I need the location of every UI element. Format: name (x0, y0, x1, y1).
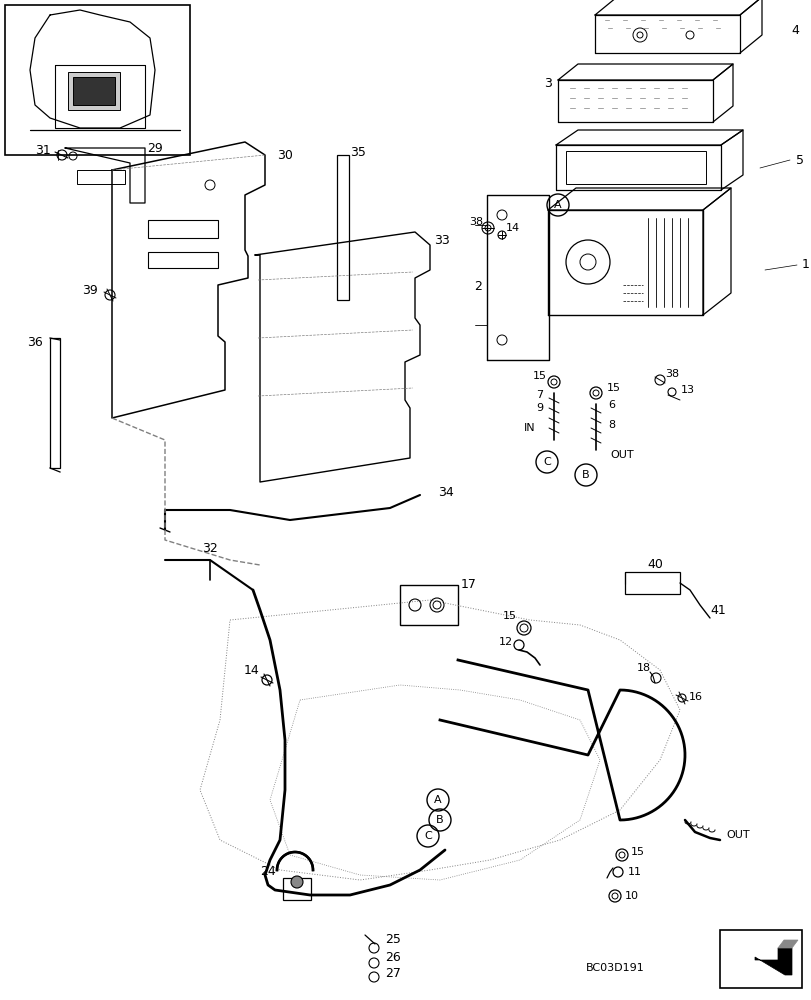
Text: 30: 30 (277, 149, 293, 162)
Bar (400, 585, 457, 625)
Text: 40: 40 (646, 558, 662, 570)
Text: 15: 15 (607, 383, 620, 393)
Text: IN: IN (524, 423, 535, 433)
Text: 38: 38 (469, 217, 483, 227)
Text: BC03D191: BC03D191 (585, 963, 644, 973)
Text: 9: 9 (536, 403, 543, 413)
Text: OUT: OUT (609, 450, 633, 460)
Text: 7: 7 (536, 390, 543, 400)
Bar (148, 252, 217, 268)
Bar (5, 5, 190, 155)
Circle shape (290, 876, 303, 888)
Text: 10: 10 (624, 891, 638, 901)
Text: OUT: OUT (725, 830, 749, 840)
Text: 3: 3 (543, 77, 551, 90)
Text: B: B (581, 470, 589, 480)
Text: 15: 15 (532, 371, 547, 381)
Text: 14: 14 (505, 223, 519, 233)
Bar (624, 572, 679, 594)
Text: 17: 17 (461, 578, 476, 591)
Bar (50, 338, 60, 468)
Text: 24: 24 (260, 865, 276, 878)
Text: 8: 8 (607, 420, 615, 430)
Bar (283, 878, 311, 900)
Text: 4: 4 (790, 24, 798, 37)
Text: B: B (436, 815, 444, 825)
Text: A: A (553, 200, 561, 210)
Text: 12: 12 (498, 637, 513, 647)
Text: 26: 26 (384, 951, 401, 964)
Text: 34: 34 (438, 487, 453, 499)
Text: 31: 31 (35, 144, 51, 157)
Text: 27: 27 (384, 967, 401, 980)
Text: 5: 5 (795, 154, 803, 167)
Polygon shape (754, 948, 791, 975)
Bar (565, 151, 705, 184)
Text: 38: 38 (664, 369, 678, 379)
Text: 29: 29 (147, 142, 163, 155)
Text: 1: 1 (801, 258, 809, 271)
Text: C: C (543, 457, 550, 467)
Text: 33: 33 (434, 233, 449, 246)
Text: 32: 32 (202, 542, 217, 554)
Text: 39: 39 (82, 284, 98, 296)
Text: 16: 16 (689, 692, 702, 702)
Text: 41: 41 (710, 603, 725, 616)
Text: 13: 13 (680, 385, 694, 395)
Bar (337, 155, 349, 300)
Text: 11: 11 (627, 867, 642, 877)
Bar (68, 72, 120, 110)
Text: 14: 14 (244, 664, 260, 676)
Bar (77, 170, 125, 184)
Text: 18: 18 (636, 663, 650, 673)
Text: 25: 25 (384, 933, 401, 946)
Bar (73, 77, 115, 105)
Text: 36: 36 (27, 336, 43, 349)
Text: 2: 2 (474, 279, 482, 292)
Text: 15: 15 (502, 611, 517, 621)
Bar (148, 220, 217, 238)
Text: 15: 15 (630, 847, 644, 857)
Bar (719, 930, 801, 988)
Text: C: C (423, 831, 431, 841)
Text: A: A (434, 795, 441, 805)
Polygon shape (777, 940, 797, 948)
Text: 35: 35 (350, 146, 366, 159)
Text: 6: 6 (607, 400, 615, 410)
